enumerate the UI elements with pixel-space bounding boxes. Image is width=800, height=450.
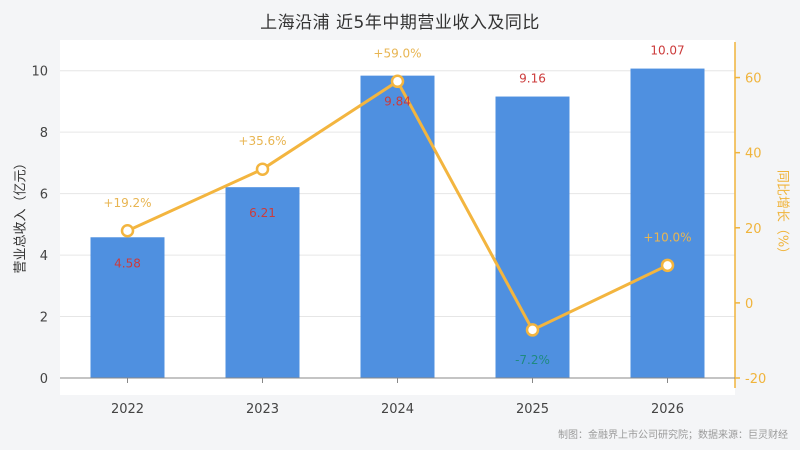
revenue-data-label: 10.07 [650, 44, 684, 58]
revenue-data-label: 9.16 [519, 72, 546, 86]
y2-tick-label: 0 [745, 297, 753, 312]
growth-marker [120, 224, 135, 238]
growth-marker [525, 323, 540, 337]
growth-data-label: +10.0% [643, 230, 691, 244]
growth-data-label: +59.0% [373, 46, 421, 60]
revenue-data-label: 4.58 [114, 256, 141, 270]
y2-tick-label: -20 [745, 372, 766, 387]
y-tick-label: 8 [40, 126, 48, 141]
growth-data-label: +35.6% [238, 134, 286, 148]
bar [225, 187, 300, 378]
revenue-data-label: 6.21 [249, 206, 276, 220]
x-tick-label: 2023 [246, 402, 279, 417]
y2-tick-label: 60 [745, 72, 762, 87]
x-tick-label: 2024 [381, 402, 414, 417]
bar [360, 75, 435, 378]
growth-data-label: +19.2% [103, 196, 151, 210]
growth-marker [390, 74, 405, 89]
revenue-data-label: 9.84 [384, 95, 411, 109]
growth-marker [255, 162, 270, 176]
bar [630, 68, 705, 379]
x-tick-label: 2026 [651, 402, 684, 417]
source-note: 制图：金融界上市公司研究院；数据来源：巨灵财经 [558, 430, 788, 441]
x-tick-label: 2022 [111, 402, 144, 417]
chart-title: 上海沿浦 近5年中期营业收入及同比 [260, 13, 540, 33]
y-tick-label: 10 [31, 65, 48, 80]
y-tick-label: 4 [40, 249, 48, 264]
y2-tick-label: 40 [745, 147, 762, 162]
y-tick-label: 2 [40, 311, 48, 326]
growth-marker [660, 258, 675, 273]
y-tick-label: 6 [40, 188, 48, 203]
growth-data-label: -7.2% [515, 353, 550, 367]
y2-tick-label: 20 [745, 222, 762, 237]
x-tick-label: 2025 [516, 402, 549, 417]
bar [90, 237, 165, 378]
y-tick-label: 0 [40, 372, 48, 387]
